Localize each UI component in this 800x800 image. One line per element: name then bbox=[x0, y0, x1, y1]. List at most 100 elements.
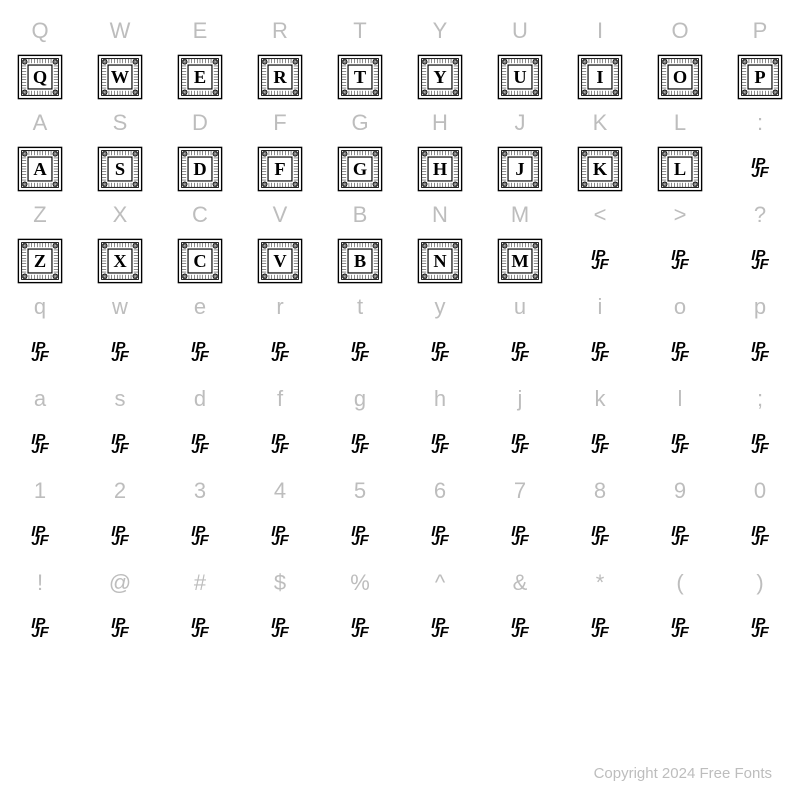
fallback-glyph: IP JF bbox=[191, 620, 209, 637]
char-cell: IP JF bbox=[400, 606, 480, 652]
reference-char: A bbox=[33, 110, 48, 136]
fallback-glyph: IP JF bbox=[751, 620, 769, 637]
fallback-glyph: IP JF bbox=[111, 528, 129, 545]
char-cell: IP JF bbox=[0, 330, 80, 376]
reference-char: h bbox=[434, 386, 446, 412]
fallback-glyph: IP JF bbox=[671, 252, 689, 269]
reference-char: $ bbox=[274, 570, 286, 596]
char-cell: U bbox=[480, 54, 560, 100]
char-cell: K bbox=[560, 100, 640, 146]
reference-char: H bbox=[432, 110, 448, 136]
copyright-text: Copyright 2024 Free Fonts bbox=[594, 765, 772, 782]
char-cell: IP JF bbox=[720, 606, 800, 652]
reference-row: QWERTYUIOP bbox=[0, 8, 800, 54]
svg-text:C: C bbox=[193, 251, 206, 271]
ornate-frame-glyph: E bbox=[177, 54, 223, 100]
char-cell: w bbox=[80, 284, 160, 330]
char-cell: IP JF bbox=[720, 514, 800, 560]
fallback-glyph: IP JF bbox=[511, 620, 529, 637]
char-cell: : bbox=[720, 100, 800, 146]
char-cell: D bbox=[160, 100, 240, 146]
svg-text:G: G bbox=[353, 159, 367, 179]
char-cell: Q bbox=[0, 8, 80, 54]
char-cell: IP JF bbox=[480, 330, 560, 376]
fallback-glyph: IP JF bbox=[111, 344, 129, 361]
svg-text:Y: Y bbox=[433, 67, 446, 87]
reference-char: @ bbox=[109, 570, 131, 596]
char-cell: IP JF bbox=[640, 422, 720, 468]
fallback-glyph: IP JF bbox=[31, 620, 49, 637]
char-cell: 7 bbox=[480, 468, 560, 514]
char-cell: IP JF bbox=[160, 606, 240, 652]
char-cell: IP JF bbox=[560, 238, 640, 284]
fallback-glyph: IP JF bbox=[351, 344, 369, 361]
char-cell: F bbox=[240, 146, 320, 192]
char-cell: ) bbox=[720, 560, 800, 606]
reference-char: N bbox=[432, 202, 448, 228]
reference-char: V bbox=[273, 202, 288, 228]
fallback-glyph: IP JF bbox=[591, 528, 609, 545]
reference-char: Y bbox=[433, 18, 448, 44]
char-cell: IP JF bbox=[480, 422, 560, 468]
reference-char: P bbox=[753, 18, 768, 44]
char-cell: IP JF bbox=[240, 606, 320, 652]
char-cell: IP JF bbox=[320, 330, 400, 376]
reference-char: r bbox=[276, 294, 283, 320]
reference-char: 0 bbox=[754, 478, 766, 504]
char-cell: IP JF bbox=[640, 330, 720, 376]
char-cell: Y bbox=[400, 8, 480, 54]
reference-char: > bbox=[674, 202, 687, 228]
char-cell: p bbox=[720, 284, 800, 330]
fallback-glyph: IP JF bbox=[671, 344, 689, 361]
fallback-glyph: IP JF bbox=[511, 528, 529, 545]
ornate-frame-glyph: X bbox=[97, 238, 143, 284]
fallback-glyph: IP JF bbox=[351, 436, 369, 453]
char-cell: IP JF bbox=[640, 606, 720, 652]
fallback-glyph: IP JF bbox=[191, 436, 209, 453]
reference-char: G bbox=[351, 110, 368, 136]
fallback-glyph: IP JF bbox=[31, 436, 49, 453]
char-cell: IP JF bbox=[80, 330, 160, 376]
char-cell: I bbox=[560, 8, 640, 54]
svg-text:L: L bbox=[674, 159, 686, 179]
reference-char: U bbox=[512, 18, 528, 44]
char-cell: Q bbox=[0, 54, 80, 100]
char-cell: y bbox=[400, 284, 480, 330]
ornate-frame-glyph: O bbox=[657, 54, 703, 100]
char-cell: # bbox=[160, 560, 240, 606]
glyph-row: ZXCVBNMIP JFIP JFIP JF bbox=[0, 238, 800, 284]
char-cell: IP JF bbox=[400, 330, 480, 376]
char-cell: S bbox=[80, 146, 160, 192]
char-cell: l bbox=[640, 376, 720, 422]
char-cell: IP JF bbox=[80, 606, 160, 652]
reference-char: 6 bbox=[434, 478, 446, 504]
reference-char: o bbox=[674, 294, 686, 320]
reference-char: f bbox=[277, 386, 283, 412]
svg-text:Z: Z bbox=[34, 251, 46, 271]
char-cell: u bbox=[480, 284, 560, 330]
svg-text:O: O bbox=[673, 67, 687, 87]
glyph-row: IP JFIP JFIP JFIP JFIP JFIP JFIP JFIP JF… bbox=[0, 330, 800, 376]
fallback-glyph: IP JF bbox=[671, 620, 689, 637]
char-cell: Z bbox=[0, 238, 80, 284]
fallback-glyph: IP JF bbox=[431, 436, 449, 453]
reference-char: C bbox=[192, 202, 208, 228]
char-cell: IP JF bbox=[720, 146, 800, 192]
ornate-frame-glyph: L bbox=[657, 146, 703, 192]
char-cell: ? bbox=[720, 192, 800, 238]
reference-char: d bbox=[194, 386, 206, 412]
char-cell: q bbox=[0, 284, 80, 330]
reference-char: % bbox=[350, 570, 370, 596]
reference-row: qwertyuiop bbox=[0, 284, 800, 330]
char-cell: X bbox=[80, 238, 160, 284]
reference-char: J bbox=[515, 110, 526, 136]
char-cell: ( bbox=[640, 560, 720, 606]
char-cell: 1 bbox=[0, 468, 80, 514]
ornate-frame-glyph: I bbox=[577, 54, 623, 100]
char-cell: N bbox=[400, 192, 480, 238]
ornate-frame-glyph: R bbox=[257, 54, 303, 100]
ornate-frame-glyph: S bbox=[97, 146, 143, 192]
char-cell: IP JF bbox=[480, 606, 560, 652]
char-cell: e bbox=[160, 284, 240, 330]
char-cell: V bbox=[240, 192, 320, 238]
